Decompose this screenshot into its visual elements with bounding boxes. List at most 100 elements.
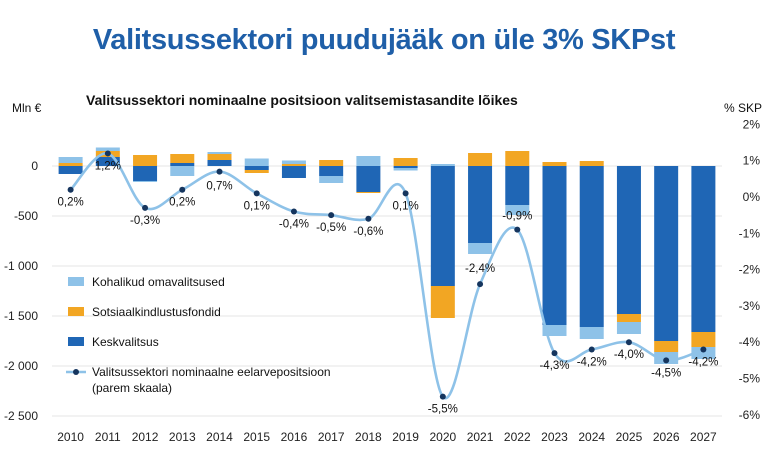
y-right-tick-label: -1%	[739, 226, 761, 240]
bar-keskvalitsus	[207, 160, 232, 166]
line-point	[328, 212, 335, 219]
legend-line-marker	[73, 369, 79, 375]
line-data-label: 1,2%	[95, 160, 121, 172]
x-tick-label: 2027	[690, 430, 717, 444]
x-tick-label: 2020	[429, 430, 456, 444]
line-data-label: -4,3%	[539, 360, 569, 372]
bar-kohalikud-omavalitsused	[505, 205, 530, 215]
line-data-label: -5,5%	[428, 404, 458, 416]
line-point	[179, 186, 186, 193]
bar-keskvalitsus	[58, 166, 83, 174]
bar-series	[58, 147, 716, 364]
page-title: Valitsussektori puudujääk on üle 3% SKPs…	[92, 24, 676, 56]
bar-sotsiaalkindlustusfondid	[356, 192, 381, 193]
bar-kohalikud-omavalitsused	[468, 243, 493, 254]
line-point	[663, 357, 670, 364]
line-data-label: -0,4%	[279, 219, 309, 231]
bar-kohalikud-omavalitsused	[95, 147, 120, 151]
x-tick-label: 2021	[467, 430, 494, 444]
bar-keskvalitsus	[579, 166, 604, 327]
bar-sotsiaalkindlustusfondid	[542, 162, 567, 166]
x-tick-label: 2018	[355, 430, 382, 444]
line-point	[216, 168, 223, 175]
line-point	[514, 226, 521, 233]
bar-sotsiaalkindlustusfondid	[691, 332, 716, 347]
bar-keskvalitsus	[542, 166, 567, 325]
y-left-tick-label: -1 500	[4, 309, 38, 323]
x-tick-label: 2011	[95, 430, 121, 444]
legend-swatch	[68, 307, 84, 316]
bar-sotsiaalkindlustusfondid	[133, 155, 158, 166]
bar-kohalikud-omavalitsused	[691, 347, 716, 359]
legend-label: Sotsiaalkindlustusfondid	[92, 305, 221, 319]
line-data-label: -0,9%	[502, 211, 532, 223]
bar-kohalikud-omavalitsused	[170, 166, 195, 176]
y-right-tick-label: -2%	[739, 263, 761, 277]
y-left-tick-label: -1 000	[4, 259, 38, 273]
bar-keskvalitsus	[393, 166, 418, 168]
legend-label: Kohalikud omavalitsused	[92, 275, 225, 289]
x-tick-label: 2022	[504, 430, 531, 444]
bar-sotsiaalkindlustusfondid	[207, 154, 232, 160]
bar-kohalikud-omavalitsused	[207, 152, 232, 154]
bar-keskvalitsus	[654, 166, 679, 341]
bar-keskvalitsus	[133, 166, 158, 181]
bar-kohalikud-omavalitsused	[616, 322, 641, 334]
x-tick-label: 2026	[653, 430, 680, 444]
x-tick-label: 2016	[281, 430, 308, 444]
line-data-label: 0,1%	[393, 200, 419, 212]
x-tick-label: 2019	[392, 430, 419, 444]
x-tick-label: 2025	[616, 430, 643, 444]
legend-swatch	[68, 337, 84, 346]
y-left-tick-label: -500	[14, 209, 38, 223]
bar-kohalikud-omavalitsused	[244, 158, 269, 166]
bar-sotsiaalkindlustusfondid	[505, 151, 530, 166]
line-data-label: -2,4%	[465, 263, 495, 275]
line-data-label: 0,2%	[58, 197, 84, 209]
line-series: 0,2% 1,2% -0,3% 0,2% 0,7% 0,1% -0,4% -0,5% -0,6%…	[58, 150, 718, 416]
line-data-label: -0,3%	[130, 215, 160, 227]
bar-sotsiaalkindlustusfondid	[244, 170, 269, 173]
line-data-label: -4,2%	[577, 356, 607, 368]
bar-keskvalitsus	[319, 166, 344, 176]
y-right-tick-label: 0%	[743, 190, 761, 204]
bar-kohalikud-omavalitsused	[579, 327, 604, 339]
left-axis-unit: Mln €	[12, 101, 42, 115]
legend-swatch	[68, 277, 84, 286]
x-tick-label: 2023	[541, 430, 568, 444]
y-right-tick-label: 2%	[743, 117, 761, 131]
legend-label: Valitsussektori nominaalne eelarveposits…	[92, 365, 331, 379]
legend-label: Keskvalitsus	[92, 335, 159, 349]
bar-kohalikud-omavalitsused	[319, 176, 344, 183]
x-tick-label: 2013	[169, 430, 196, 444]
y-right-tick-label: -3%	[739, 299, 761, 313]
line-data-label: -0,6%	[353, 226, 383, 238]
bar-keskvalitsus	[95, 157, 120, 166]
bar-keskvalitsus	[468, 166, 493, 243]
y-right-tick-label: -6%	[739, 408, 761, 422]
line-point	[142, 204, 149, 211]
bar-sotsiaalkindlustusfondid	[58, 163, 83, 166]
bar-keskvalitsus	[616, 166, 641, 314]
y-right-tick-label: -5%	[739, 372, 761, 386]
y-right-tick-label: 1%	[743, 154, 761, 168]
chart-title: Valitsussektori nominaalne positsioon va…	[86, 92, 518, 108]
y-right-tick-label: -4%	[739, 335, 761, 349]
line-point	[104, 150, 111, 157]
bar-kohalikud-omavalitsused	[133, 181, 158, 182]
line-point	[551, 350, 558, 357]
x-tick-label: 2015	[243, 430, 270, 444]
gridlines	[52, 165, 722, 417]
bar-keskvalitsus	[281, 166, 306, 178]
line-data-label: -4,0%	[614, 349, 644, 361]
bar-sotsiaalkindlustusfondid	[616, 314, 641, 322]
line-data-label: 0,2%	[169, 197, 195, 209]
bar-keskvalitsus	[430, 166, 455, 286]
bar-kohalikud-omavalitsused	[542, 325, 567, 336]
bar-sotsiaalkindlustusfondid	[654, 341, 679, 352]
x-tick-label: 2012	[132, 430, 159, 444]
axes: 0 -500 -1 000 -1 500 -2 000 -2 500 2% 1% 0% -1% -2…	[4, 117, 760, 444]
bar-sotsiaalkindlustusfondid	[430, 286, 455, 318]
bar-kohalikud-omavalitsused	[430, 164, 455, 166]
